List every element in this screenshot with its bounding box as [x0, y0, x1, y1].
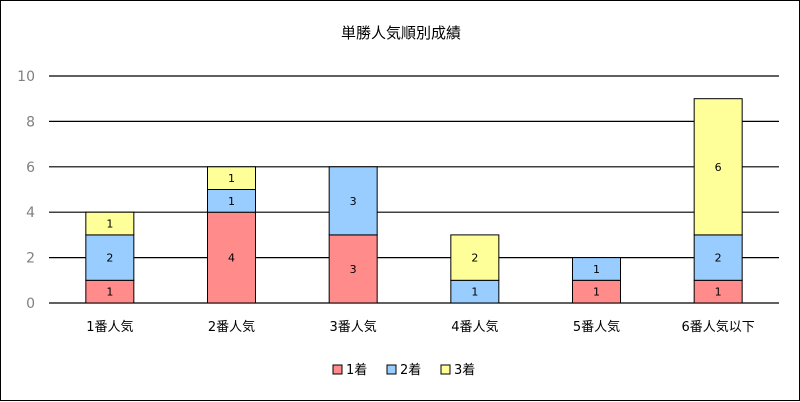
legend-swatch — [386, 364, 397, 375]
legend-swatch — [440, 364, 451, 375]
y-tick-label: 4 — [26, 205, 35, 221]
data-label: 6 — [715, 161, 722, 174]
bars: 1 2 1 4 1 1 3 3 1 2 1 1 1 2 6 — [85, 98, 743, 304]
data-label: 3 — [350, 195, 357, 208]
y-tick-label: 2 — [26, 251, 35, 267]
data-label: 1 — [228, 195, 235, 208]
legend-label: 1着 — [346, 362, 367, 378]
bar-segment — [693, 234, 743, 281]
chart-title: 単勝人気順別成績 — [341, 24, 461, 42]
data-label: 2 — [106, 252, 113, 265]
data-label: 2 — [715, 252, 722, 265]
bar-segment — [207, 166, 256, 191]
x-tick-label: 6番人気以下 — [682, 319, 755, 335]
x-tick-label: 2番人気 — [208, 319, 255, 335]
data-label: 1 — [593, 286, 600, 299]
data-label: 1 — [106, 218, 113, 231]
data-label: 1 — [471, 286, 478, 299]
x-tick-label: 3番人気 — [330, 319, 377, 335]
data-label: 1 — [106, 286, 113, 299]
bar-segment — [85, 211, 135, 236]
x-tick-label: 4番人気 — [451, 319, 498, 335]
x-tick-label: 1番人気 — [86, 319, 133, 335]
data-label: 3 — [350, 263, 357, 276]
bar-segment — [693, 98, 743, 236]
data-label: 4 — [228, 252, 235, 265]
bar-segment — [450, 234, 500, 281]
x-tick-label: 5番人気 — [573, 319, 620, 335]
y-tick-label: 6 — [26, 160, 35, 176]
y-tick-label: 10 — [17, 69, 35, 85]
data-label: 1 — [715, 286, 722, 299]
data-label: 1 — [228, 172, 235, 185]
legend-label: 3着 — [454, 362, 475, 378]
y-tick-label: 0 — [26, 296, 35, 312]
bar-segment — [85, 234, 135, 281]
gridlines — [49, 75, 779, 304]
legend-swatch — [332, 364, 343, 375]
data-label: 2 — [471, 252, 478, 265]
legend: 1着 2着 3着 — [332, 362, 475, 378]
bar-segment — [328, 166, 378, 236]
bar-segment — [572, 257, 621, 281]
x-axis: 1番人気 2番人気 3番人気 4番人気 5番人気 6番人気以下 — [86, 319, 755, 335]
y-axis: 0 2 4 6 8 10 — [17, 69, 35, 312]
data-label: 1 — [593, 263, 600, 276]
y-tick-label: 8 — [26, 114, 35, 130]
legend-label: 2着 — [400, 362, 421, 378]
